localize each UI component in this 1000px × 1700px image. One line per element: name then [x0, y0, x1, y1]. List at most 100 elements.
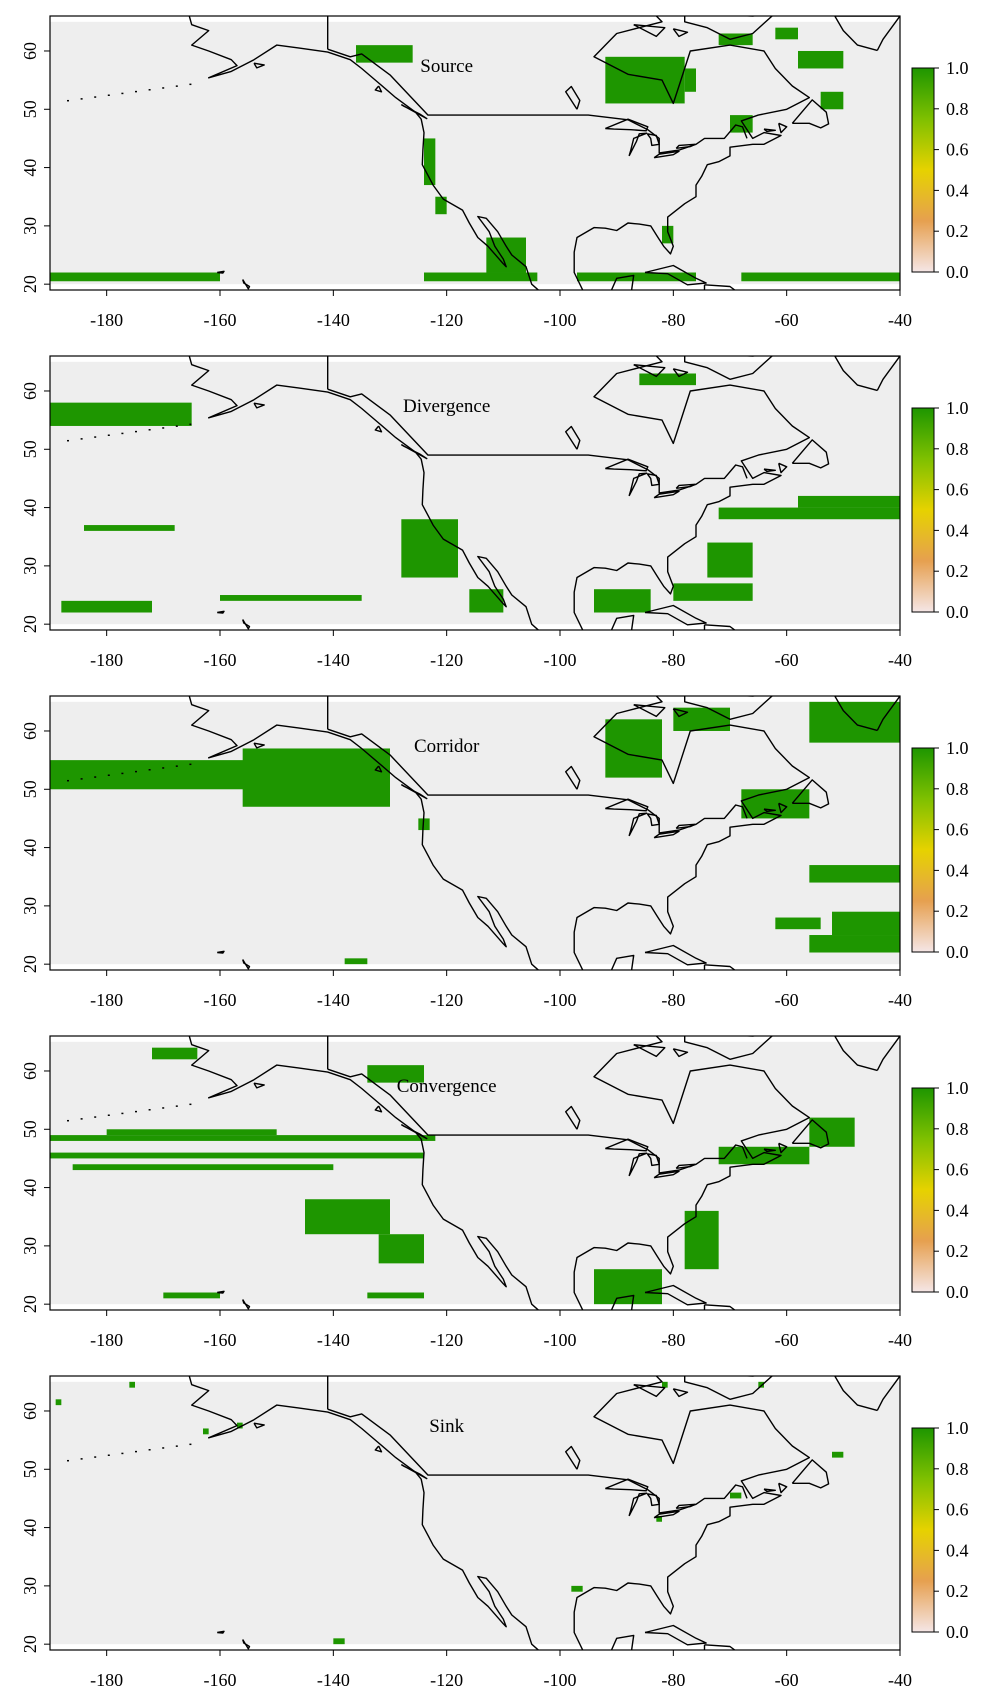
island-outline — [791, 99, 830, 129]
island-outline — [67, 99, 69, 102]
grid-cell — [775, 917, 821, 930]
island-outline — [791, 439, 830, 469]
map-frame — [49, 1035, 901, 1311]
border-line — [327, 1068, 748, 1174]
x-tick-label: -40 — [888, 990, 912, 1010]
colorbar-tick-label: 0.2 — [946, 561, 969, 581]
island-outline — [217, 610, 225, 614]
grid-cell — [367, 1065, 424, 1083]
island-outline — [644, 1624, 707, 1646]
island-outline — [633, 704, 666, 718]
colorbar-tick-label: 0.2 — [946, 1241, 969, 1261]
island-outline — [672, 708, 689, 718]
y-tick-label: 50 — [20, 1120, 40, 1138]
island-outline — [107, 1114, 110, 1116]
island-outline — [682, 1654, 695, 1657]
grid-cell — [163, 1292, 220, 1299]
colorbar — [911, 1427, 935, 1633]
island-outline — [400, 783, 428, 800]
panel-label: Sink — [429, 1416, 464, 1437]
island-outline — [703, 284, 736, 290]
island-outline — [374, 425, 383, 433]
grid-cell — [424, 138, 436, 186]
island-outline — [672, 368, 689, 378]
island-outline — [253, 62, 265, 69]
x-tick-label: -40 — [888, 650, 912, 670]
island-outline — [148, 769, 151, 771]
lake-outline — [653, 1170, 680, 1179]
y-tick-label: 20 — [20, 1295, 40, 1313]
x-tick-label: -180 — [90, 1670, 123, 1690]
lake-outline — [653, 1510, 680, 1519]
grid-cell — [435, 196, 447, 215]
x-tick-label: -120 — [430, 990, 463, 1010]
lake-outline — [675, 823, 696, 829]
grid-cell — [662, 225, 674, 244]
island-outline — [684, 16, 774, 40]
grid-cell — [730, 1492, 742, 1499]
island-outline — [400, 1463, 428, 1480]
y-tick-label: 20 — [20, 1635, 40, 1653]
island-outline — [175, 85, 178, 87]
lake-outline — [653, 490, 680, 499]
x-tick-label: -120 — [430, 1670, 463, 1690]
island-outline — [148, 89, 151, 91]
island-outline — [175, 1105, 178, 1107]
y-tick-label: 50 — [20, 100, 40, 118]
grid-cell — [605, 719, 662, 778]
colorbar — [911, 1087, 935, 1293]
lake-outline — [646, 813, 660, 827]
colorbar-tick-label: 1.0 — [946, 398, 969, 418]
island-outline — [253, 1082, 265, 1089]
lake-outline — [646, 473, 660, 487]
colorbar-tick-label: 0.0 — [946, 602, 969, 622]
y-tick-label: 40 — [20, 159, 40, 177]
y-tick-label: 50 — [20, 1460, 40, 1478]
island-outline — [148, 429, 151, 431]
map-panel-corridor: Corridor -180 -160 -140 -120 -100 -80 -60 -40 20 3… — [20, 695, 969, 1010]
island-outline — [703, 624, 736, 630]
panel-label: Divergence — [403, 396, 490, 417]
colorbar-tick-label: 1.0 — [946, 1078, 969, 1098]
island-outline — [253, 1422, 265, 1429]
border-line — [327, 1408, 748, 1514]
island-outline — [644, 1284, 707, 1306]
lake-outline — [646, 1153, 660, 1167]
grid-cell — [571, 1585, 583, 1592]
lake-outline — [628, 132, 648, 157]
island-outline — [189, 763, 192, 766]
island-outline — [374, 1105, 383, 1113]
y-tick-label: 60 — [20, 1062, 40, 1080]
y-tick-label: 20 — [20, 615, 40, 633]
x-tick-label: -100 — [544, 1670, 577, 1690]
grid-cell — [594, 1269, 662, 1305]
island-outline — [672, 1388, 689, 1398]
island-outline — [834, 696, 900, 732]
island-outline — [162, 87, 165, 89]
grid-cell — [424, 272, 538, 282]
x-tick-label: -60 — [775, 1670, 799, 1690]
island-outline — [778, 122, 788, 134]
island-outline — [400, 443, 428, 460]
y-tick-label: 30 — [20, 1237, 40, 1255]
grid-cell — [401, 519, 458, 578]
grid-cell — [344, 958, 368, 965]
x-tick-label: -60 — [775, 310, 799, 330]
coastline — [573, 16, 810, 290]
map-panel-source: Source -180 -160 -140 -120 -100 -80 -60 -40 20 30 4… — [20, 15, 969, 330]
x-tick-label: -160 — [204, 1330, 237, 1350]
colorbar-tick-label: 0.6 — [946, 1160, 969, 1180]
x-tick-label: -140 — [317, 1670, 350, 1690]
colorbar-tick-label: 1.0 — [946, 1418, 969, 1438]
grid-cell — [152, 1047, 198, 1060]
island-outline — [135, 1450, 137, 1453]
x-tick-label: -140 — [317, 990, 350, 1010]
island-outline — [94, 96, 97, 98]
coastline — [188, 16, 540, 290]
island-outline — [682, 634, 695, 637]
island-outline — [67, 1119, 69, 1122]
x-tick-label: -120 — [430, 1330, 463, 1350]
island-outline — [121, 1112, 124, 1115]
grid-cell — [741, 272, 900, 282]
lake-outline — [605, 1478, 649, 1492]
